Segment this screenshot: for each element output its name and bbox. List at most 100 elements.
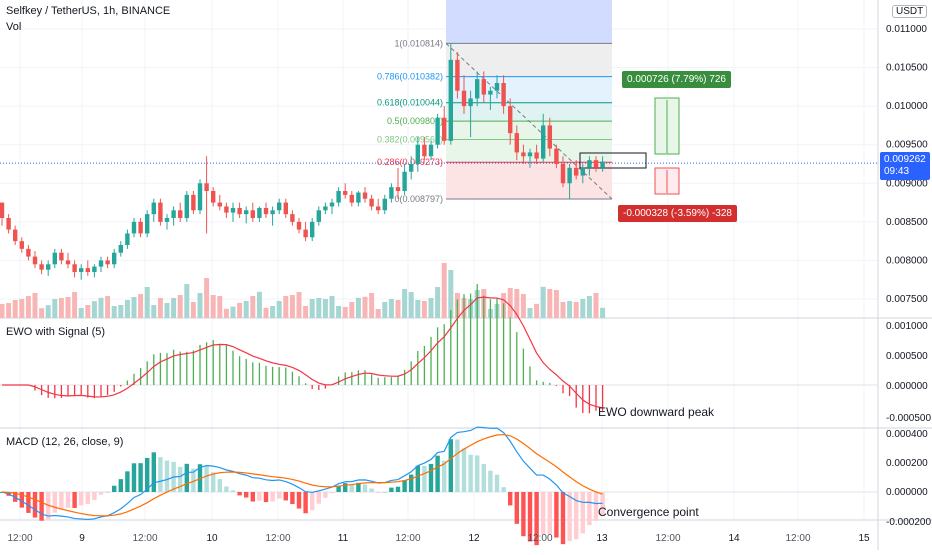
candle-body [151,202,156,215]
candle-body [580,167,585,176]
candle-body [547,125,552,149]
candle-body [98,260,104,267]
macd-histogram-bar [98,492,104,495]
volume-bar [111,306,117,318]
macd-histogram-bar [362,484,368,492]
time-tick-label: 11 [338,533,349,544]
candle-body [336,191,341,203]
candle-body [521,152,526,157]
volume-bar [283,296,289,318]
fib-level-label: 0(0.008797) [394,194,443,204]
candle-body [191,194,196,211]
macd-histogram-bar [204,465,209,492]
stop-badge: -0.000328 (-3.59%) -328 [618,205,737,222]
candle-body [395,187,401,191]
macd-signal-line [1,433,603,517]
price-tick-label: 0.008500 [886,217,928,228]
candle-body [356,192,361,203]
candle-body [409,164,414,172]
bar-countdown: 09:43 [884,166,910,177]
candle-body [244,210,249,215]
volume-bar [547,289,553,318]
candle-body [277,202,282,211]
fib-level-label: 0.786(0.010382) [377,72,443,82]
time-tick-label: 10 [206,533,218,544]
volume-bar [210,295,216,318]
macd-histogram-bar [329,492,335,493]
macd-line [1,426,603,521]
volume-bar [131,297,137,318]
volume-bar [32,293,38,318]
macd-histogram-bar [184,463,189,492]
macd-histogram-bar [158,457,163,492]
volume-bar [223,308,229,318]
volume-bar [441,263,447,318]
candle-body [237,207,242,215]
candle-body [250,210,255,218]
candle-body [310,221,315,238]
price-tick-label: 0.009500 [886,140,928,151]
volume-bar [91,301,97,318]
candle-body [468,98,473,107]
candle-body [171,210,176,218]
volume-bar [309,299,315,318]
macd-histogram-bar [442,460,447,492]
macd-histogram-bar [356,482,361,492]
candle-body [283,202,288,215]
macd-histogram-bar [521,492,526,537]
candle-body [145,214,150,234]
candle-body [164,218,170,222]
macd-histogram-bar [244,492,249,498]
macd-histogram-bar [257,492,262,501]
macd-histogram-bar [488,470,493,492]
macd-histogram-bar [435,455,440,492]
candle-body [422,144,427,157]
time-tick-label: 12:00 [527,533,552,544]
macd-tick-label: 0.000200 [886,458,928,469]
volume-bar [6,303,12,318]
volume-bar [105,296,111,318]
ewo-title: EWO with Signal (5) [6,326,106,338]
volume-bar [151,305,157,318]
macd-histogram-bar [593,492,599,521]
macd-histogram-bar [79,492,84,506]
macd-histogram-bar [39,492,44,521]
volume-bar [177,295,183,318]
volume-bar [428,298,434,318]
volume-bar [540,286,546,318]
volume-bar [263,307,269,318]
time-tick-label: 12:00 [265,533,290,544]
volume-bar [382,302,388,318]
macd-histogram-bar [494,474,500,492]
volume-bar [349,302,355,318]
volume-label: Vol [6,21,22,33]
price-tick-label: 0.007500 [886,294,928,305]
fib-level-label: 0.286(0.009273) [377,157,443,167]
candle-body [131,221,137,234]
volume-bar [336,306,342,318]
macd-tick-label: 0.000000 [886,487,928,498]
candle-body [230,207,236,213]
ewo-tick-label: 0.000500 [886,351,928,362]
macd-histogram-bar [32,492,38,518]
macd-histogram-bar [112,485,117,492]
volume-bar [39,308,45,318]
currency-button[interactable]: USDT [892,5,928,18]
candle-body [587,160,592,168]
candle-body [448,59,453,141]
macd-histogram-bar [237,492,242,496]
volume-bar [164,303,170,318]
price-tick-label: 0.010000 [886,101,928,112]
macd-title: MACD (12, 26, close, 9) [6,436,124,448]
volume-bar [118,305,124,318]
volume-bar [586,296,592,318]
macd-histogram-bar [376,492,381,493]
macd-histogram-bar [587,492,592,526]
fib-band [446,121,612,140]
macd-histogram-bar [541,492,546,535]
macd-histogram-bar [567,492,572,541]
macd-histogram-bar [574,492,579,540]
candle-body [270,210,275,215]
